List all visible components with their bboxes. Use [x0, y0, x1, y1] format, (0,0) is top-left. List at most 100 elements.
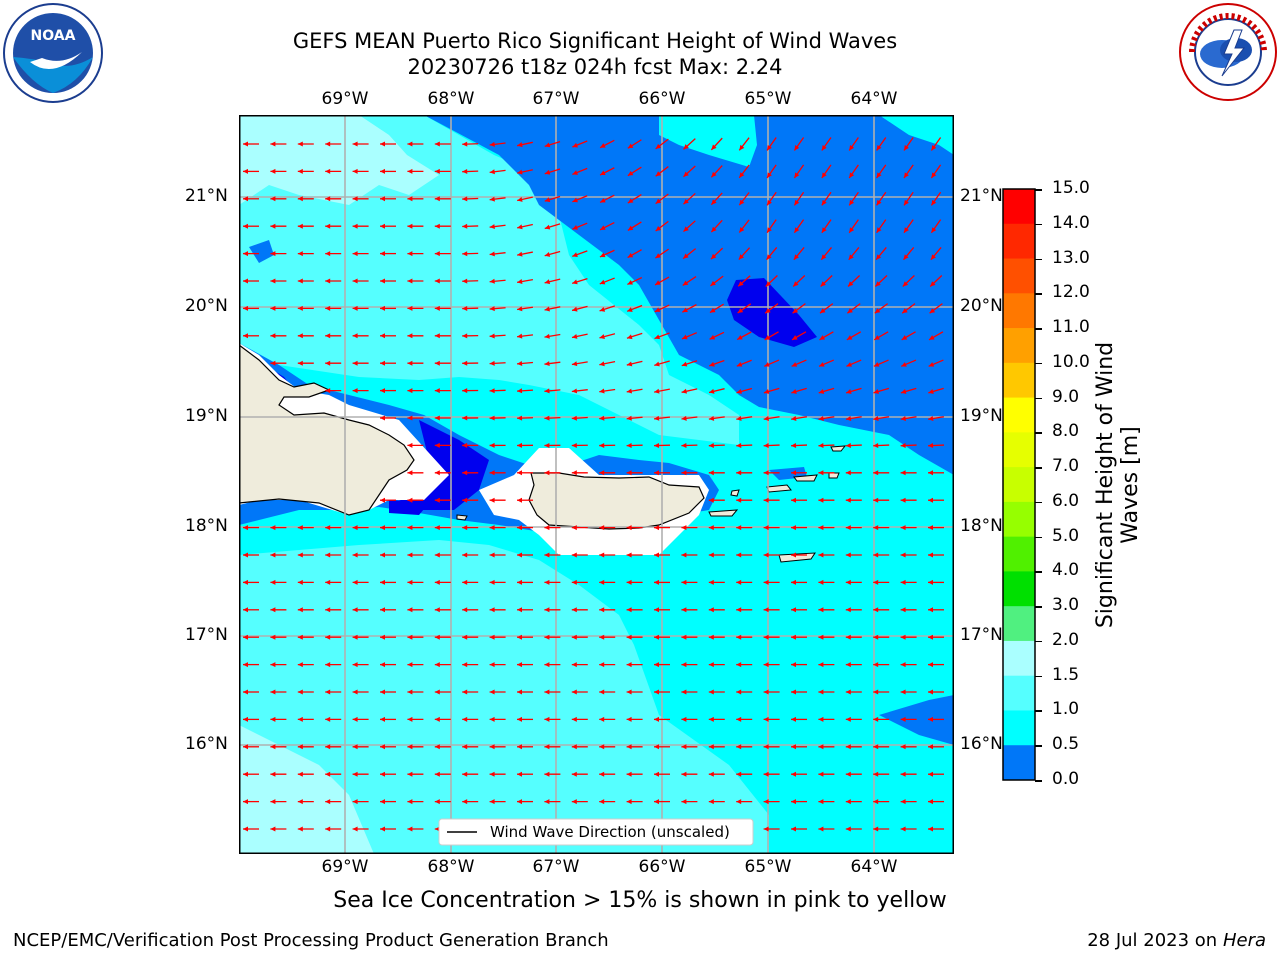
wave-arrow: [434, 716, 451, 722]
wave-arrow: [708, 497, 725, 503]
wave-arrow: [845, 497, 862, 503]
wave-arrow: [873, 634, 890, 640]
wave-arrow: [544, 771, 561, 777]
wave-arrow: [407, 442, 424, 448]
wave-arrow: [517, 634, 533, 640]
wave-arrow: [572, 222, 588, 230]
wave-arrow: [654, 304, 670, 313]
wave-arrow: [462, 278, 479, 284]
wave-arrow: [516, 360, 534, 366]
colorbar-cell: [1003, 536, 1035, 572]
wave-arrow: [682, 276, 697, 286]
wave-arrow: [462, 470, 479, 476]
wave-arrow: [325, 634, 342, 640]
colorbar-tick-mark: [1035, 606, 1042, 608]
wave-arrow: [845, 826, 862, 832]
wave-arrow: [544, 278, 561, 285]
wave-arrow: [710, 165, 723, 178]
wave-arrow: [930, 219, 942, 234]
wave-arrow: [818, 744, 835, 750]
wave-arrow: [930, 247, 942, 261]
wave-arrow: [489, 141, 506, 147]
island-vieques: [708, 509, 739, 517]
lon-tick: 66°W: [638, 857, 686, 877]
wave-arrow: [380, 799, 396, 805]
wave-arrow: [681, 332, 698, 340]
wave-arrow: [243, 799, 259, 805]
wave-arrow: [845, 799, 862, 805]
wave-arrow: [900, 771, 917, 777]
wave-arrow: [736, 359, 752, 367]
wave-arrow: [900, 799, 917, 805]
wave-arrow: [434, 552, 451, 558]
wave-arrow: [708, 662, 725, 668]
wave-arrow: [709, 331, 725, 340]
wave-arrow: [736, 525, 753, 531]
wave-arrow: [325, 278, 342, 284]
wave-arrow: [708, 744, 725, 750]
wave-arrow: [793, 247, 805, 261]
wave-arrow: [710, 247, 724, 260]
wave-arrow: [903, 191, 914, 206]
colorbar-cell: [1003, 328, 1035, 364]
wave-arrow: [792, 275, 806, 287]
wave-arrow: [544, 744, 561, 750]
wave-arrow: [407, 607, 424, 613]
wave-arrow: [407, 634, 424, 640]
wave-arrow: [270, 278, 287, 284]
wave-arrow: [654, 525, 670, 531]
wave-arrow: [270, 251, 287, 257]
wave-arrow: [297, 799, 314, 805]
wave-arrow: [544, 415, 561, 421]
wave-arrow: [845, 387, 862, 394]
wave-arrow: [599, 607, 616, 613]
wave-arrow: [571, 579, 588, 585]
wave-arrow: [462, 662, 479, 668]
wave-arrow: [462, 141, 479, 147]
wave-arrow: [793, 219, 805, 234]
map-gridlines: [239, 115, 954, 854]
wave-arrow: [517, 716, 533, 722]
wave-band-2-0-3-0-south: [239, 725, 374, 854]
wave-arrow: [434, 196, 451, 202]
wave-arrow: [462, 497, 479, 503]
wave-arrow: [517, 223, 533, 230]
wave-arrow: [818, 716, 835, 722]
wave-arrow: [352, 799, 369, 805]
chart-title: GEFS MEAN Puerto Rico Significant Height…: [292, 29, 898, 53]
wave-arrow: [710, 219, 723, 233]
wave-arrow: [626, 332, 643, 340]
wave-arrow: [873, 552, 890, 558]
svg-text:NOAA: NOAA: [31, 28, 76, 44]
lon-tick: 64°W: [850, 857, 898, 877]
wave-arrow: [489, 415, 506, 421]
wave-arrow: [297, 579, 314, 585]
wave-arrow: [708, 771, 725, 777]
lat-tick: 20°N: [960, 296, 1003, 316]
wave-arrow: [325, 333, 342, 339]
wave-arrow: [792, 303, 806, 314]
wave-arrow: [763, 799, 780, 805]
wave-arrow: [297, 552, 314, 558]
wave-arrow: [627, 276, 643, 286]
colorbar-tick-label: 14.0: [1052, 212, 1090, 233]
wave-arrow: [655, 166, 669, 177]
wave-arrow: [791, 716, 807, 722]
wave-arrow: [297, 251, 314, 257]
wave-arrow: [903, 219, 914, 234]
wave-arrow: [352, 744, 369, 750]
colorbar-tick-mark: [1035, 780, 1042, 782]
wave-arrow: [821, 164, 832, 179]
wave-arrow: [571, 305, 588, 312]
wave-arrow: [900, 716, 917, 722]
wave-arrow: [462, 634, 479, 640]
wave-arrow: [654, 552, 670, 558]
wave-arrow: [407, 415, 424, 421]
lon-tick: 65°W: [744, 857, 792, 877]
wave-arrow: [517, 771, 533, 777]
wave-arrow: [380, 305, 396, 311]
wave-arrow: [352, 579, 369, 585]
wave-arrow: [681, 634, 698, 640]
wave-arrow: [489, 634, 506, 640]
wave-arrow: [434, 799, 451, 805]
